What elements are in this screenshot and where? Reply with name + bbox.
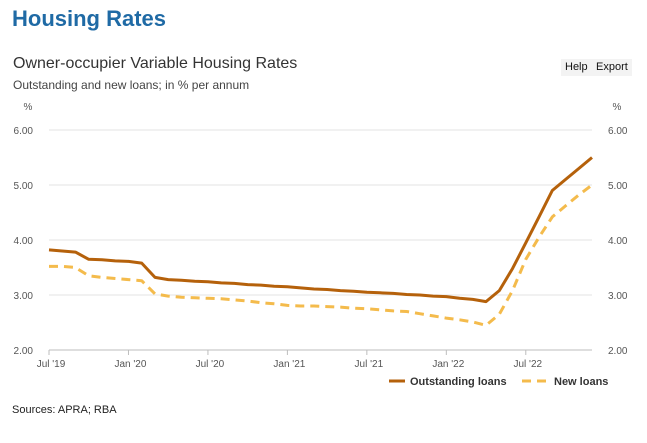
x-tick-label: Jul '22 (513, 359, 542, 370)
line-chart: 2.00 2.00 3.00 3.00 4.00 4.00 5.00 5.00 6.00 6.00… (14, 102, 628, 388)
x-tick-label: Jan '20 (114, 359, 146, 370)
y-tick-label-right: 3.00 (608, 291, 628, 302)
help-button[interactable]: Help (561, 59, 592, 76)
source-note: Sources: APRA; RBA (12, 404, 117, 416)
y-tick-label-left: 4.00 (14, 236, 34, 247)
y-tick-label-right: 6.00 (608, 126, 628, 137)
export-button[interactable]: Export (592, 59, 632, 76)
legend: Outstanding loans New loans (389, 376, 608, 388)
y-tick-label-left: 6.00 (14, 126, 34, 137)
y-tick-label-left: 3.00 (14, 291, 34, 302)
series-lines (48, 156, 593, 327)
y-tick-label-left: 2.00 (14, 346, 34, 357)
y-tick-label-right: 5.00 (608, 181, 628, 192)
legend-label: New loans (554, 376, 608, 388)
y-tick-label-right: 4.00 (608, 236, 628, 247)
x-tick-label: Jul '21 (355, 359, 384, 370)
y-tick-label-right: 2.00 (608, 346, 628, 357)
series-outstanding-loans-line (48, 156, 593, 304)
series-new-loans-line (49, 183, 593, 327)
legend-label: Outstanding loans (410, 376, 507, 388)
y-axis-label-right: % (613, 102, 622, 113)
x-tick-label: Jan '21 (273, 359, 305, 370)
x-tick-label: Jan '22 (432, 359, 464, 370)
chart-subtitle: Outstanding and new loans; in % per annu… (13, 78, 250, 92)
y-tick-label-left: 5.00 (14, 181, 34, 192)
chart-title: Owner-occupier Variable Housing Rates (13, 55, 298, 72)
x-tick-label: Jul '20 (196, 359, 225, 370)
y-axis-label-left: % (24, 102, 33, 113)
page-title: Housing Rates (12, 6, 167, 31)
gridlines (49, 129, 592, 296)
axes: 2.00 2.00 3.00 3.00 4.00 4.00 5.00 5.00 6.00 6.00… (14, 102, 628, 370)
x-tick-label: Jul '19 (37, 359, 66, 370)
